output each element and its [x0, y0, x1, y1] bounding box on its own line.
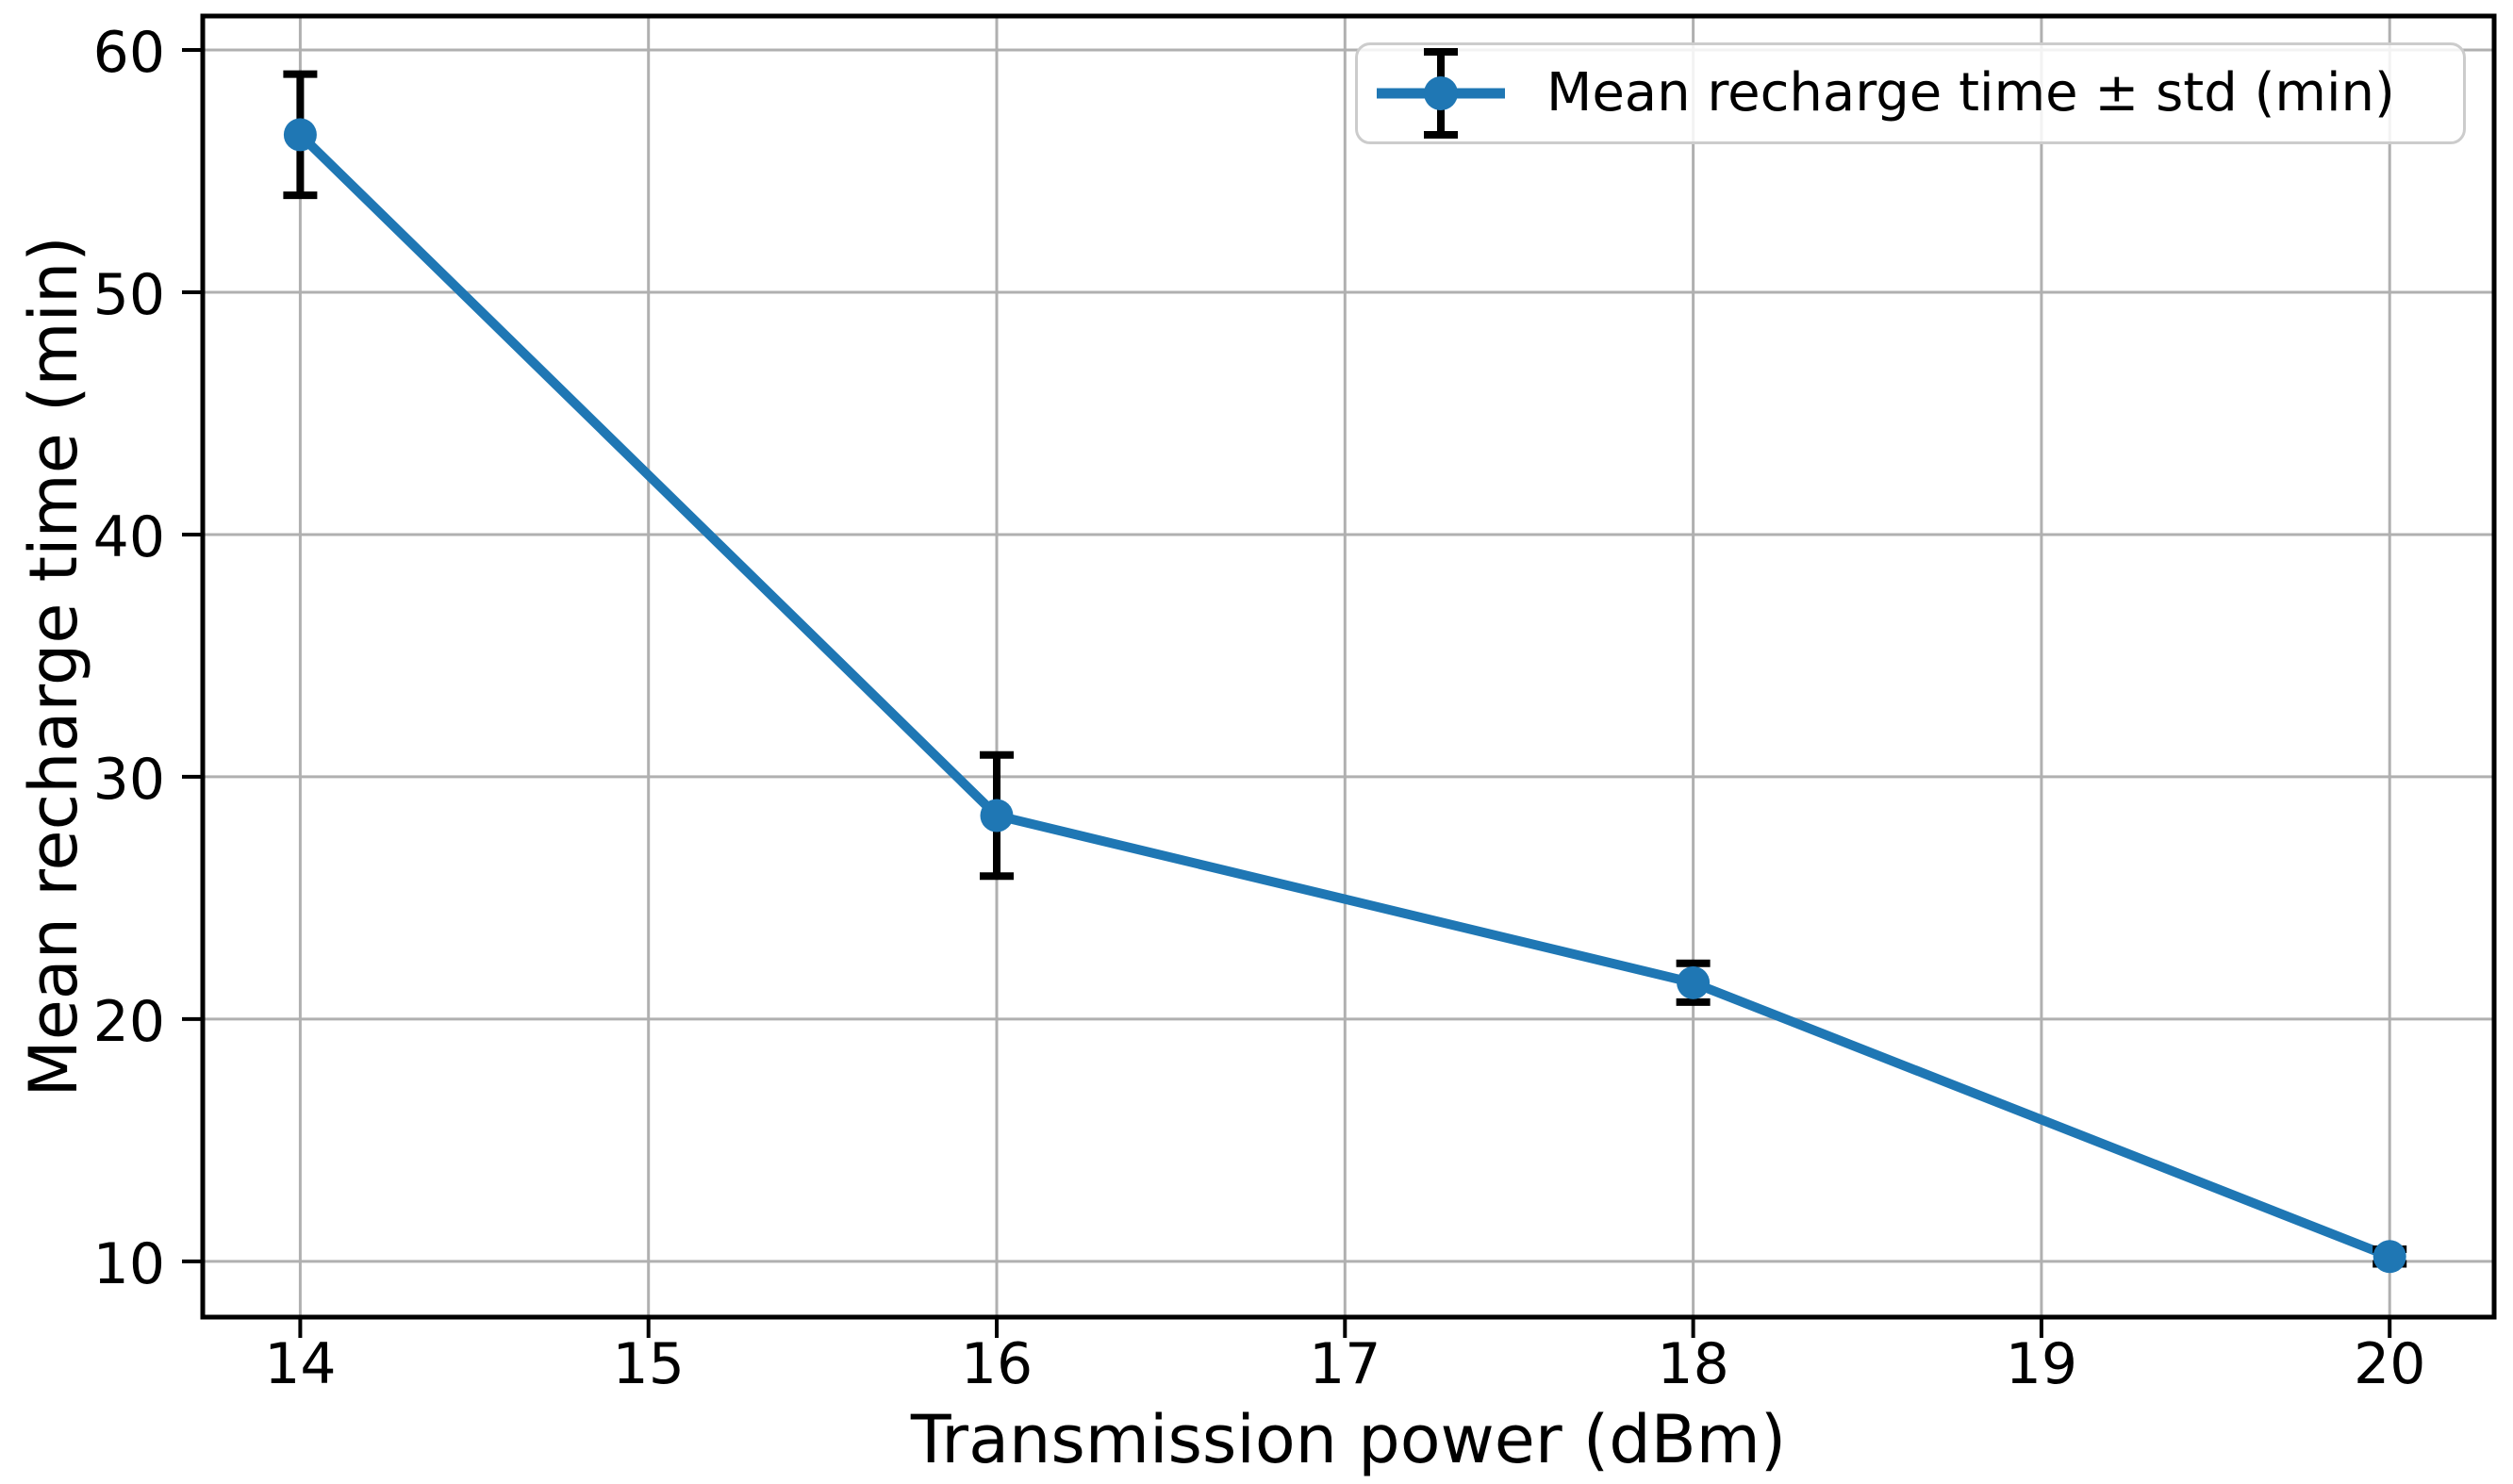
x-tick-label: 19	[2005, 1331, 2078, 1397]
x-axis-label: Transmission power (dBm)	[910, 1401, 1787, 1478]
legend-label: Mean recharge time ± std (min)	[1546, 62, 2395, 124]
y-tick-label: 40	[92, 503, 165, 570]
x-tick-label: 14	[264, 1331, 337, 1397]
data-line	[295, 129, 2395, 1261]
data-point-marker	[283, 118, 317, 152]
y-tick-label: 10	[92, 1230, 165, 1297]
axes-frame	[200, 13, 2497, 1320]
legend: Mean recharge time ± std (min)	[1355, 42, 2466, 144]
x-tick-label: 17	[1309, 1331, 1381, 1397]
y-tick-label: 20	[92, 988, 165, 1055]
x-tick-label: 20	[2354, 1331, 2426, 1397]
y-tick-label: 30	[92, 746, 165, 813]
data-point-marker	[1677, 965, 1711, 999]
legend-errorbar-icon	[1377, 48, 1505, 139]
data-point-marker	[2372, 1240, 2406, 1274]
y-axis-label: Mean recharge time (min)	[15, 236, 92, 1097]
x-tick-label: 15	[612, 1331, 685, 1397]
y-tick-label: 60	[92, 19, 165, 86]
x-tick-label: 16	[960, 1331, 1033, 1397]
x-tick-label: 18	[1657, 1331, 1729, 1397]
data-point-marker	[980, 799, 1014, 833]
y-tick-label: 50	[92, 261, 165, 328]
